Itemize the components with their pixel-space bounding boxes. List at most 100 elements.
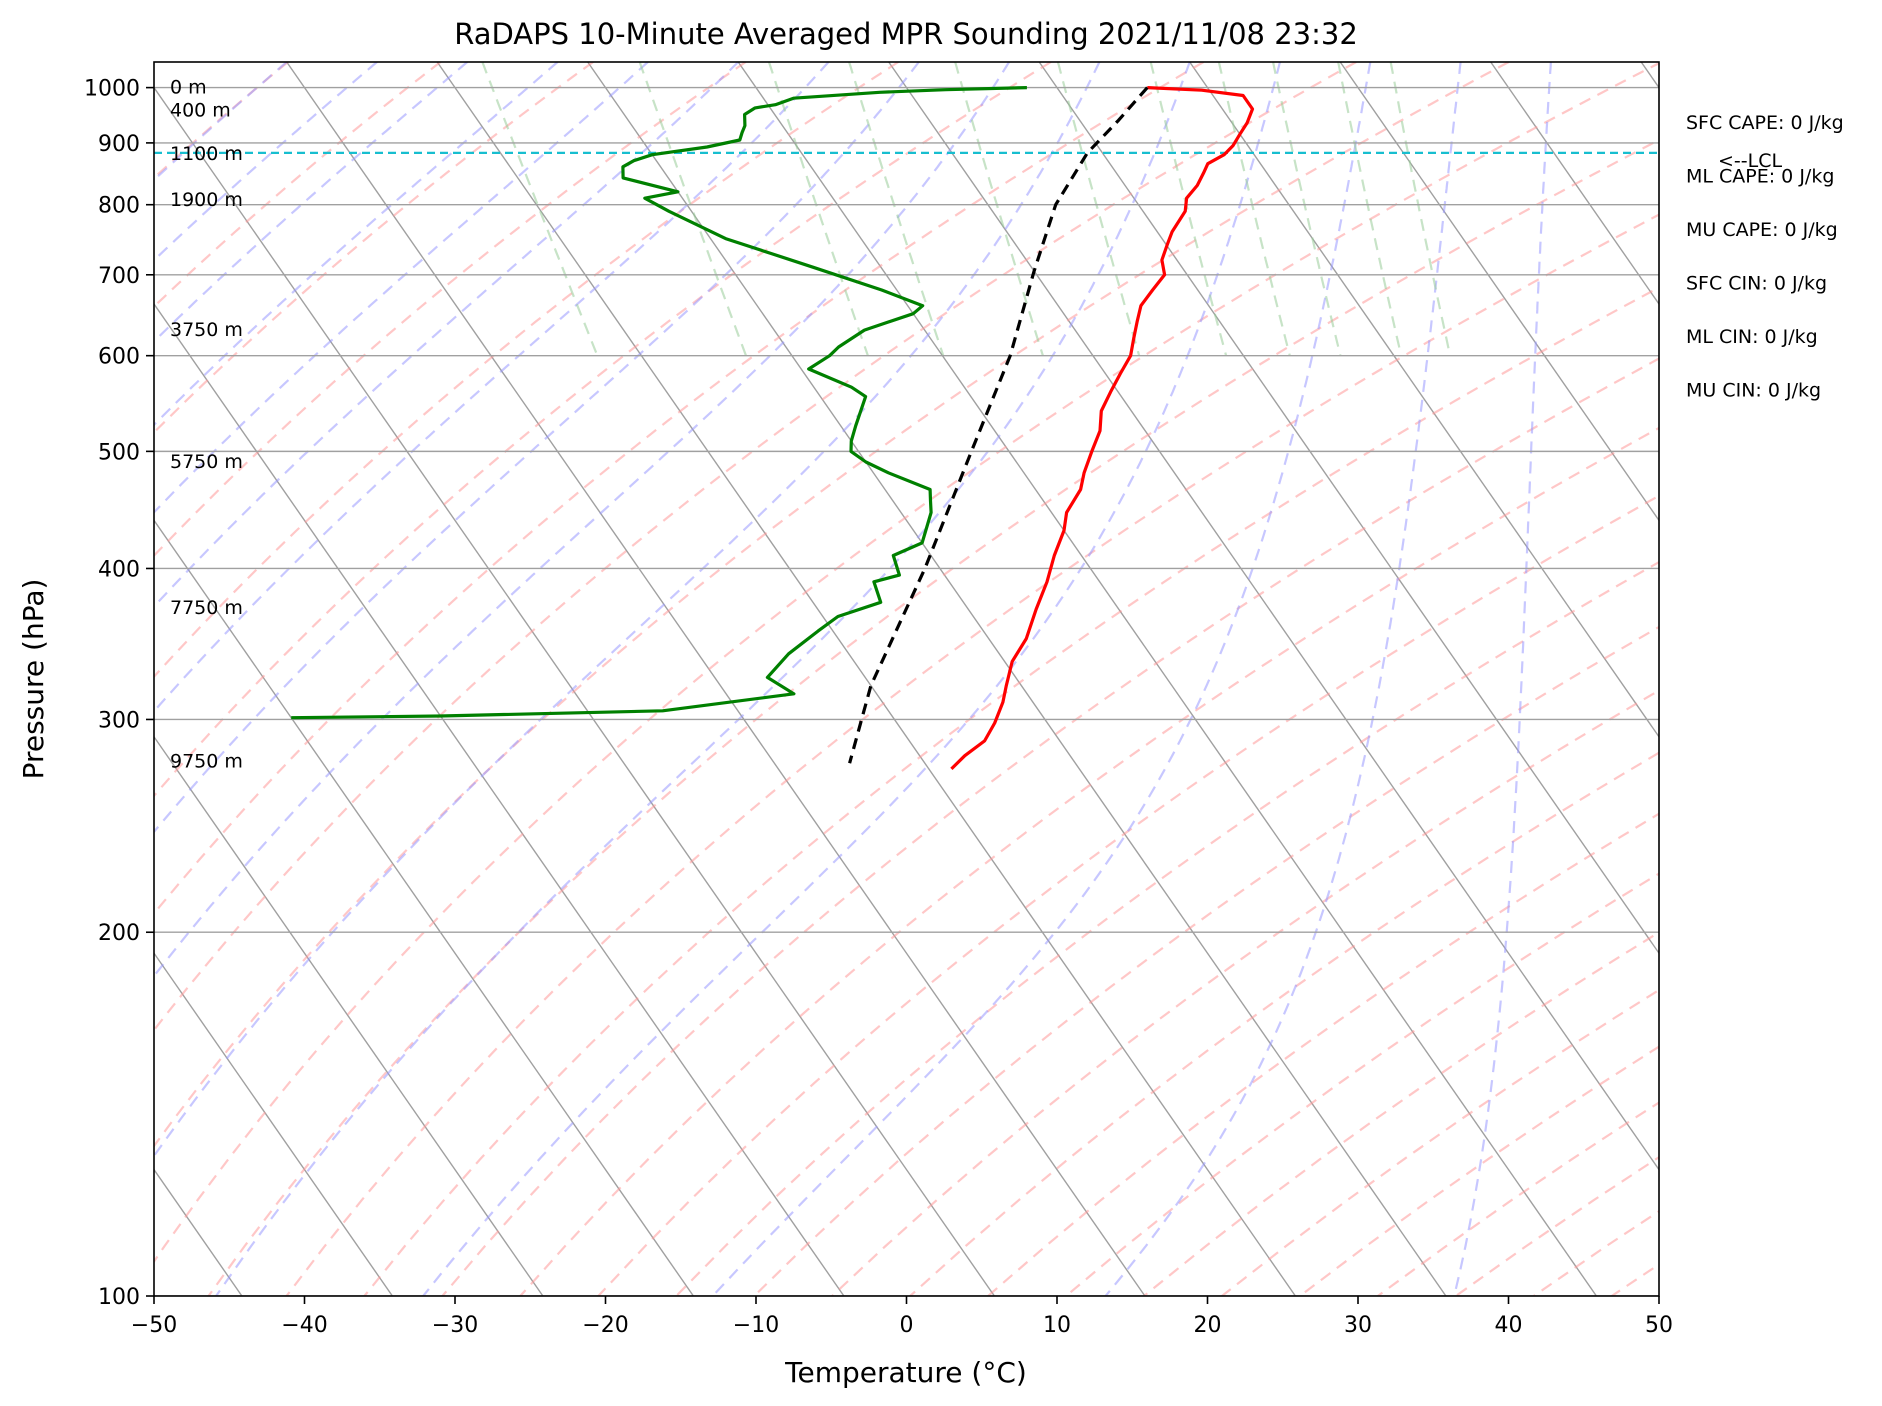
moist-adiabat	[154, 62, 830, 714]
dry-adiabat	[154, 62, 1659, 1264]
dewpoint-profile	[291, 86, 1027, 720]
index-label: SFC CAPE: 0 J/kg	[1686, 112, 1844, 134]
index-label: MU CAPE: 0 J/kg	[1686, 219, 1838, 241]
x-tick-label: 20	[1194, 1313, 1222, 1338]
dry-adiabat	[519, 426, 1659, 1296]
chart-title: RaDAPS 10-Minute Averaged MPR Sounding 2…	[454, 17, 1358, 51]
x-tick-label: −30	[432, 1313, 478, 1338]
height-label: 3750 m	[170, 319, 243, 341]
dry-adiabat	[154, 62, 1357, 1032]
isotherm-line	[154, 86, 995, 1296]
dry-adiabat	[831, 689, 1659, 1296]
moist-adiabat	[154, 62, 378, 262]
temperature-profile	[950, 86, 1255, 771]
y-axis-label: Pressure (hPa)	[17, 579, 50, 780]
mixing-ratio-line	[638, 62, 748, 357]
dry-adiabat	[441, 357, 1659, 1296]
isotherm-line	[737, 62, 1597, 1296]
y-tick-label: 800	[98, 194, 140, 219]
mixing-ratio-line	[1272, 62, 1342, 356]
height-label: 7750 m	[170, 597, 243, 619]
moist-adiabat	[154, 62, 739, 609]
mixing-ratio-line	[1337, 62, 1403, 356]
moist-adiabat	[154, 62, 1101, 1158]
isotherm-line	[1490, 62, 1659, 306]
dry-adiabat	[154, 62, 1205, 916]
moist-adiabat	[422, 62, 1282, 1296]
height-label: 0 m	[170, 77, 207, 99]
x-tick-label: 10	[1043, 1313, 1071, 1338]
parcel-profile	[848, 86, 1149, 764]
isotherm-line	[1189, 62, 1659, 739]
isotherm-line	[436, 62, 1296, 1296]
sounding-series	[291, 86, 1255, 771]
dry-adiabat	[154, 62, 594, 434]
y-tick-label: 900	[98, 132, 140, 157]
height-labels: 9750 m 7750 m 5750 m 3750 m 1900 m 1100 m 400 …	[170, 77, 243, 773]
lcl-label: <--LCL	[1718, 150, 1782, 172]
x-tick-label: 40	[1495, 1313, 1523, 1338]
background-lines	[154, 62, 1659, 1296]
dry-adiabat	[154, 62, 1052, 798]
x-tick-label: 50	[1645, 1313, 1673, 1338]
moist-adiabat	[154, 62, 559, 427]
x-tick-label: 0	[900, 1313, 914, 1338]
isotherm-line	[286, 62, 1146, 1296]
y-tick-label: 700	[98, 264, 140, 289]
dry-adiabat	[363, 286, 1659, 1296]
isotherm-line	[1038, 62, 1659, 955]
mixing-ratio-line	[954, 62, 1044, 357]
mixing-ratio-line	[1149, 62, 1228, 356]
y-tick-label: 1000	[84, 77, 140, 102]
moist-adiabat	[1453, 62, 1552, 1296]
dry-adiabat	[909, 751, 1659, 1296]
moist-adiabat	[154, 62, 1011, 978]
index-label: MU CIN: 0 J/kg	[1686, 380, 1821, 402]
moist-adiabat	[154, 62, 920, 834]
mixing-ratio-line	[481, 62, 599, 357]
x-tick-label: −40	[281, 1313, 327, 1338]
isotherm-line	[587, 62, 1447, 1296]
isotherm-line	[1339, 62, 1659, 522]
x-tick-label: −10	[733, 1313, 779, 1338]
height-label: 5750 m	[170, 451, 243, 473]
x-axis-label: Temperature (°C)	[784, 1356, 1027, 1389]
x-tick-label: 30	[1344, 1313, 1372, 1338]
y-tick-label: 600	[98, 345, 140, 370]
dry-adiabat	[154, 62, 747, 558]
mixing-ratio-line	[1056, 62, 1141, 357]
dry-adiabat	[207, 138, 1659, 1296]
index-label: ML CIN: 0 J/kg	[1686, 326, 1818, 348]
index-label: SFC CIN: 0 J/kg	[1686, 273, 1827, 295]
dry-adiabat	[597, 494, 1659, 1296]
y-axis-ticks: 100 200 300 400 500 600 700 800 900 1000	[84, 77, 154, 1310]
mixing-ratio-line	[1389, 62, 1452, 356]
height-label: 9750 m	[170, 750, 243, 772]
y-tick-label: 100	[98, 1285, 140, 1310]
isotherm-line	[154, 735, 544, 1296]
isotherm-line	[154, 519, 694, 1296]
index-label: ML CAPE: 0 J/kg	[1686, 166, 1834, 188]
moist-adiabat	[154, 62, 649, 514]
mixing-ratio-line	[1217, 62, 1291, 356]
y-tick-label: 500	[98, 440, 140, 465]
y-tick-label: 200	[98, 921, 140, 946]
pressure-gridlines	[154, 86, 1659, 1296]
isotherm-line	[888, 62, 1659, 1171]
stability-indices: SFC CAPE: 0 J/kg ML CAPE: 0 J/kg MU CAPE: …	[1686, 112, 1844, 402]
isotherm-line	[154, 302, 845, 1296]
isotherm-line	[154, 951, 393, 1296]
y-tick-label: 300	[98, 708, 140, 733]
moist-adiabat	[154, 62, 288, 182]
height-label: 1900 m	[170, 189, 243, 211]
height-label: 400 m	[170, 100, 231, 122]
x-tick-label: −50	[131, 1313, 177, 1338]
mixing-ratio-line	[848, 62, 945, 357]
x-tick-label: −20	[582, 1313, 628, 1338]
moist-adiabat	[1104, 62, 1462, 1296]
x-axis-ticks: −50 −40 −30 −20 −10 0 10 20 30 40 50	[131, 1296, 1673, 1338]
height-label: 1100 m	[170, 143, 243, 165]
